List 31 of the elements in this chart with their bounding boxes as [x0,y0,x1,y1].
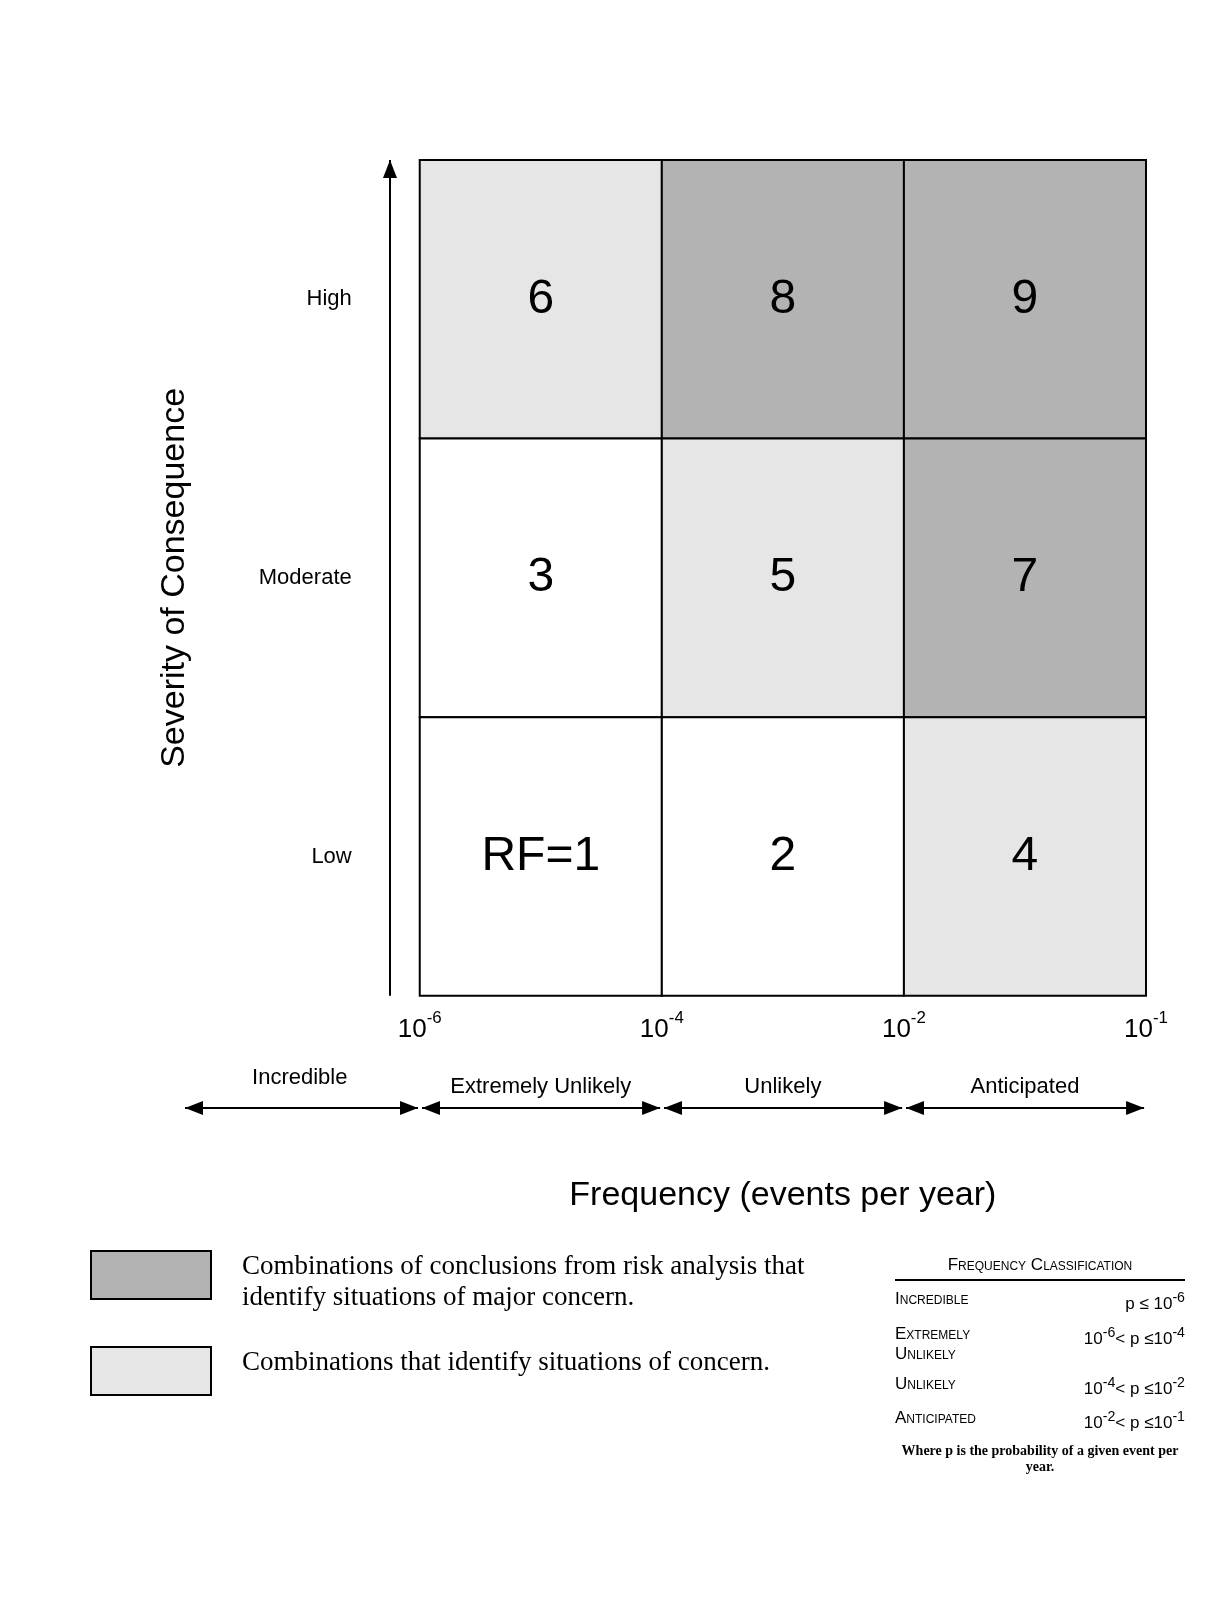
y-tick-label: Low [311,842,352,868]
x-axis-title: Frequency (events per year) [569,1173,997,1212]
x-tick-label: Extremely Unlikely [450,1073,632,1099]
text: Extremely Unlikely [895,1323,972,1364]
data-label: 8 [769,269,797,323]
data-label: 1 [573,826,601,880]
data-label: 5 [769,548,797,602]
text: p ≤ 10$^{-6}$ [1125,1289,1185,1314]
text: Incredible [252,1063,348,1089]
y-axis-title: Severity of Consequence [152,387,191,768]
y-tick-label: Moderate [258,563,352,589]
text: 10$^{-2}$< p ≤10$^{-1}$ [1083,1408,1185,1433]
x-tick-label: Unlikely [744,1073,822,1099]
text: Incredible [895,1289,970,1310]
x-tick-label: Anticipated [970,1073,1080,1099]
text: Anticipated [895,1408,977,1430]
data-label: 3 [527,548,555,602]
text: 10$^{-4}$< p ≤10$^{-2}$ [1083,1373,1185,1399]
data-label: 4 [1011,826,1039,880]
data-label: 7 [1011,548,1039,602]
text: Combinations that identify situations of concern. [242,1346,770,1377]
y-tick-label: High [306,285,352,311]
text: Unlikely [895,1373,957,1395]
data-label: 6 [527,269,555,323]
text: Frequency Classification [895,1255,1185,1281]
annotation: RF= [481,826,574,880]
text: 10$^{-6}$< p ≤10$^{-4}$ [1083,1323,1185,1350]
data-label: 2 [769,826,797,880]
text: Combinations of conclusions from risk analysis that identify situations of major concern. [242,1250,806,1312]
data-label: 9 [1011,269,1039,323]
text: Where p is the probability of a given event per year. [900,1442,1180,1475]
